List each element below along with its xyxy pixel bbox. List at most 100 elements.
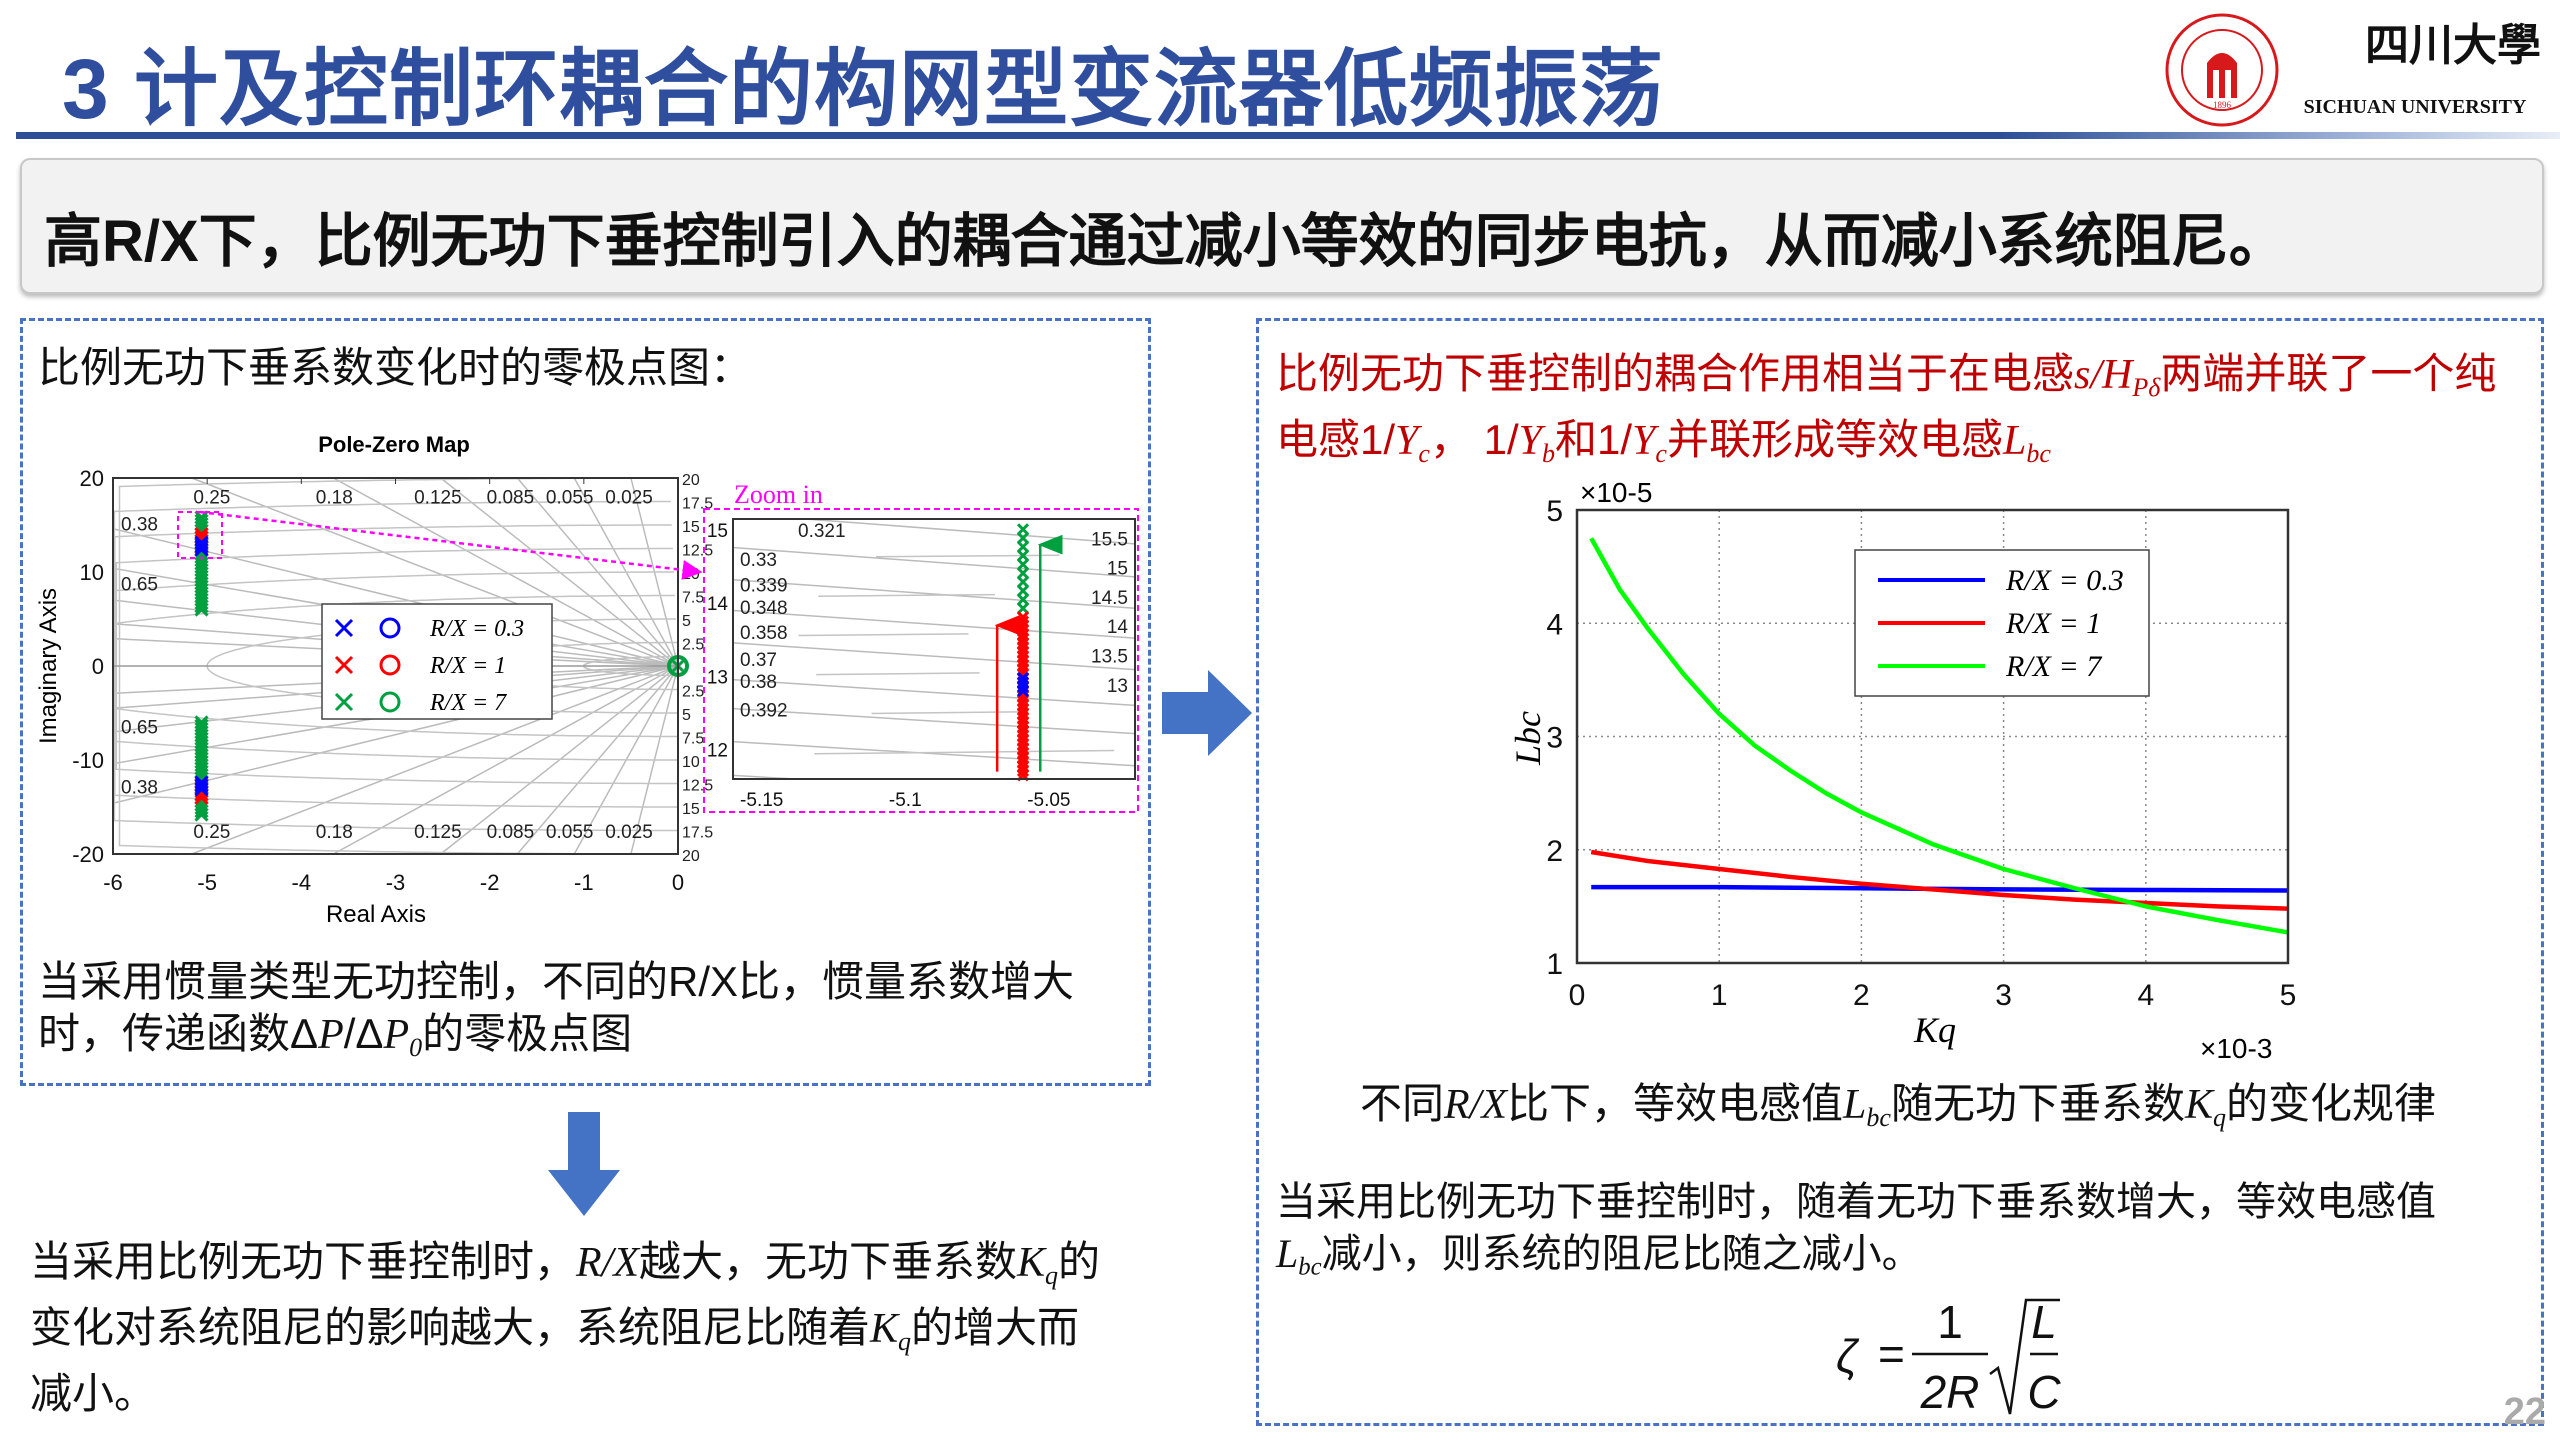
damping-line xyxy=(805,518,1136,545)
damping-line xyxy=(333,665,679,855)
logo-cn-text: 四川大學 xyxy=(2365,21,2541,70)
pole-marker xyxy=(194,778,209,793)
frequency-curve xyxy=(115,547,678,785)
frequency-label: 12.5 xyxy=(682,778,713,795)
damping-label: 0.085 xyxy=(487,822,535,843)
legend-label: R/X = 7 xyxy=(2005,650,2103,683)
lbc-xtick: 0 xyxy=(1569,979,1586,1012)
frequency-label: 15 xyxy=(682,519,700,536)
text-line: Lbc减小，则系统的阻尼比随之减小。 xyxy=(1276,1228,2436,1293)
inset-xtick: -5.15 xyxy=(740,790,783,811)
text-run: 的 xyxy=(1058,1238,1101,1285)
legend-label: R/X = 0.3 xyxy=(429,616,524,642)
frequency-curve xyxy=(816,672,980,676)
pole-zero-chart: Pole-Zero Map 0.25 0.25 0.18 0.18 0.125 0.125… xyxy=(35,432,1139,928)
damping-label: 0.125 xyxy=(414,822,462,843)
frequency-curve xyxy=(814,749,1115,755)
summary-banner: 高R/X下，比例无功下垂控制引入的耦合通过减小等效的同步电抗，从而减小系统阻尼。 xyxy=(20,158,2544,294)
frequency-label: 5 xyxy=(682,613,691,630)
legend-zero-icon xyxy=(379,691,401,713)
text-run: 随无功下垂系数 xyxy=(1890,1080,2185,1127)
text-line: 比例无功下垂控制的耦合作用相当于在电感s/HPδ两端并联了一个纯 xyxy=(1276,348,2496,414)
damping-line xyxy=(732,642,1136,671)
math-run: c xyxy=(1418,438,1430,468)
zoom-in-label: Zoom in xyxy=(734,480,823,509)
lbc-ytick: 5 xyxy=(1546,495,1563,528)
text-run: 比例无功下垂控制的耦合作用相当于在电感 xyxy=(1276,350,2075,397)
text-run: 减小。 xyxy=(30,1369,157,1417)
math-run: bc xyxy=(1298,1253,1322,1281)
lbc-ytick: 3 xyxy=(1546,722,1563,755)
damping-line xyxy=(732,609,1136,639)
damping-label: 0.025 xyxy=(605,822,653,843)
text-run: 变化对系统阻尼的影响越大，系统阻尼比随着 xyxy=(30,1303,871,1351)
pole-marker xyxy=(194,807,209,822)
damping-label: 0.18 xyxy=(316,822,353,843)
math-run: L xyxy=(1843,1082,1867,1128)
inset-ytick: 14 xyxy=(707,594,729,615)
lbc-y-multiplier: ×10-5 xyxy=(1580,477,1652,508)
damping-formula: ζ = 1 2R L C xyxy=(1836,1296,2061,1418)
frequency-label: 2.5 xyxy=(682,684,704,701)
frequency-label: 2.5 xyxy=(682,637,704,654)
math-run: P xyxy=(383,1012,410,1058)
legend-label: R/X = 1 xyxy=(429,653,506,679)
frequency-curve xyxy=(871,711,1029,715)
frequency-label: 10 xyxy=(682,754,700,771)
inset-pole-marker xyxy=(1016,676,1030,689)
page-title: 3 计及控制环耦合的构网型变流器低频振荡 xyxy=(62,42,1665,136)
inset-frequency-label: 13.5 xyxy=(1091,646,1128,667)
left-conclusion: 当采用比例无功下垂控制时，R/X越大，无功下垂系数Kq的 变化对系统阻尼的影响越大… xyxy=(30,1236,1100,1420)
text-line: 变化对系统阻尼的影响越大，系统阻尼比随着Kq的增大而 xyxy=(30,1302,1100,1368)
damping-label: 0.25 xyxy=(193,487,230,508)
damping-label: 0.055 xyxy=(546,487,594,508)
right-conclusion: 当采用比例无功下垂控制时，随着无功下垂系数增大，等效电感值 Lbc减小，则系统的阻… xyxy=(1276,1176,2436,1293)
math-run: q xyxy=(898,1326,912,1356)
text-line: 时，传递函数ΔP/ΔP0的零极点图 xyxy=(38,1008,1074,1074)
inset-frequency-label: 14 xyxy=(1107,617,1129,638)
pz-xtick: -3 xyxy=(386,870,406,895)
inset-ytick: 12 xyxy=(707,741,728,762)
inset-frequency-label: 13 xyxy=(1107,676,1128,697)
damping-label: 0.18 xyxy=(316,487,353,508)
frequency-label: 17.5 xyxy=(682,825,713,842)
text-line: 减小。 xyxy=(30,1368,1100,1420)
pole-marker xyxy=(194,782,209,797)
text-run: 的增大而 xyxy=(911,1303,1080,1351)
math-run: 0 xyxy=(409,1032,423,1062)
damping-line xyxy=(191,665,679,855)
math-run: Y xyxy=(1518,417,1543,464)
text-run: 两端并联了一个纯 xyxy=(2160,350,2497,397)
inset-pole-marker xyxy=(1016,523,1030,536)
math-run: b xyxy=(1542,438,1556,468)
text-line: 不同R/X比下，等效电感值Lbc随无功下垂系数Kq的变化规律 xyxy=(1360,1078,2436,1144)
math-run: L xyxy=(1276,1231,1299,1276)
summary-text: 高R/X下，比例无功下垂控制引入的耦合通过减小等效的同步电抗，从而减小系统阻尼。 xyxy=(44,209,2287,274)
math-run: s/H xyxy=(2074,352,2133,398)
lbc-xtick: 2 xyxy=(1853,979,1870,1012)
lbc-xlabel: Kq xyxy=(1913,1010,1956,1050)
text-run: 当采用比例无功下垂控制时，随着无功下垂系数增大，等效电感值 xyxy=(1276,1180,2436,1224)
inset-axes-frame xyxy=(732,518,1136,780)
math-run: R/X xyxy=(1444,1082,1507,1128)
damping-label: 0.125 xyxy=(414,487,462,508)
formula-denominator: 2R xyxy=(1920,1366,1980,1418)
formula-root-denominator: C xyxy=(2027,1366,2061,1418)
text-run: ， 1/ xyxy=(1429,415,1519,463)
damping-label: 0.085 xyxy=(487,487,535,508)
inset-pole-marker xyxy=(1016,615,1030,628)
pz-ytick: -10 xyxy=(72,748,104,773)
text-run: /Δ xyxy=(343,1010,384,1057)
frequency-label: 15 xyxy=(682,801,700,818)
inductance-heading: 比例无功下垂控制的耦合作用相当于在电感s/HPδ两端并联了一个纯 电感1/Yc， … xyxy=(1276,348,2496,480)
pole-marker xyxy=(194,513,209,528)
page-number: 22 xyxy=(2503,1391,2546,1433)
math-run: q xyxy=(2212,1102,2226,1132)
series-line xyxy=(1590,849,2289,911)
math-run: Y xyxy=(1632,417,1656,464)
pz-xtick: -1 xyxy=(574,870,594,895)
lbc-legend: R/X = 0.3 R/X = 1 R/X = 7 xyxy=(1854,549,2150,697)
inset-pole-marker xyxy=(1016,611,1030,624)
down-arrow-icon xyxy=(548,1112,620,1216)
series-line xyxy=(1589,537,2289,935)
